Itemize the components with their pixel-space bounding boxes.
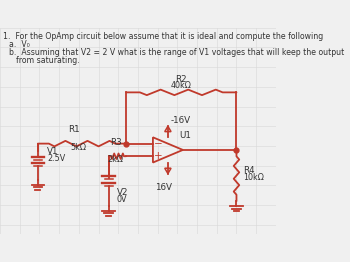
Text: U1: U1 <box>179 131 191 140</box>
Text: a.  V₀: a. V₀ <box>9 40 30 49</box>
Text: 2.5V: 2.5V <box>47 154 65 163</box>
Text: R1: R1 <box>68 125 80 134</box>
Text: from saturating.: from saturating. <box>16 56 79 65</box>
Text: 5kΩ: 5kΩ <box>70 143 86 152</box>
Text: 10kΩ: 10kΩ <box>243 173 264 182</box>
Text: V1: V1 <box>47 147 59 156</box>
Text: V2: V2 <box>117 188 128 197</box>
Text: b.  Assuming that V2 = 2 V what is the range of V1 voltages that will keep the o: b. Assuming that V2 = 2 V what is the ra… <box>9 48 345 57</box>
Text: 2kΩ: 2kΩ <box>108 155 124 165</box>
Text: -16V: -16V <box>171 116 191 125</box>
Text: 1.  For the OpAmp circuit below assume that it is ideal and compute the followin: 1. For the OpAmp circuit below assume th… <box>3 32 323 41</box>
Text: R2: R2 <box>175 75 187 84</box>
Text: +: + <box>154 151 163 161</box>
Text: R3: R3 <box>110 138 122 147</box>
Text: 40kΩ: 40kΩ <box>171 81 192 90</box>
Text: R4: R4 <box>243 166 254 175</box>
Text: 16V: 16V <box>155 183 173 192</box>
Text: 0V: 0V <box>117 195 127 204</box>
Text: −: − <box>154 139 163 149</box>
